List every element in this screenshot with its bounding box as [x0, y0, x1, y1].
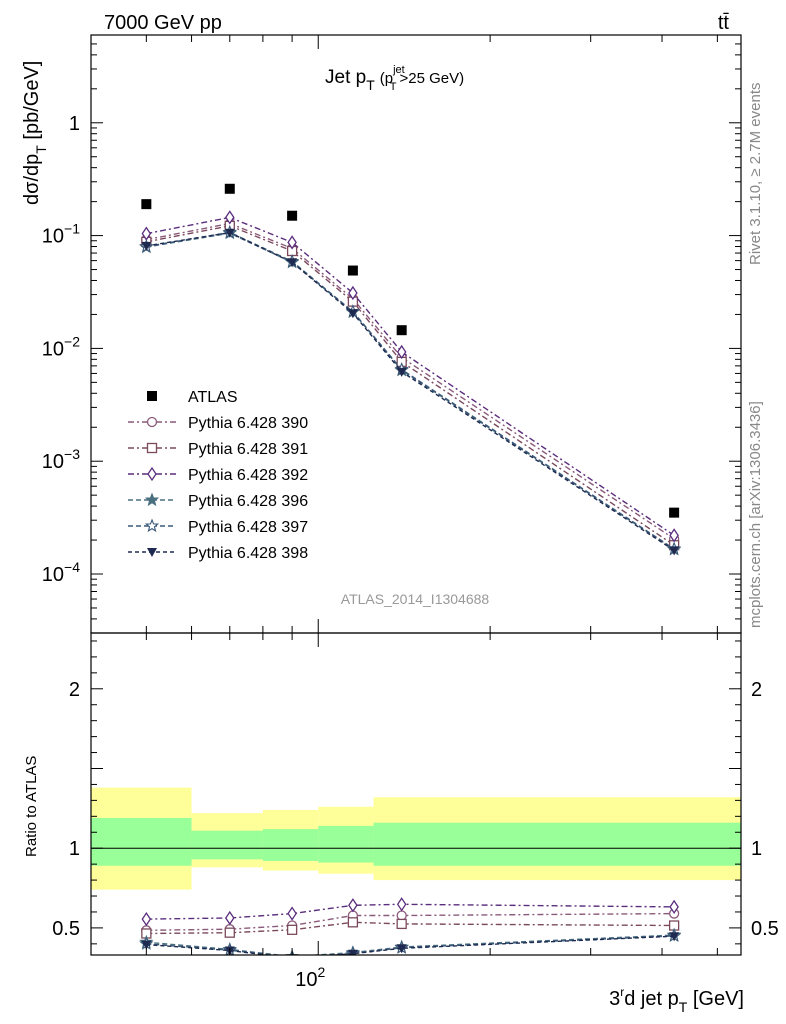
ratio-point-pythia-6-428-398	[396, 944, 407, 954]
ratio-axis-ticks: 0.5 0.5 1 1 2 2 102	[52, 633, 779, 991]
main-y-axis-label: dσ/dpT [pb/GeV]	[21, 61, 49, 205]
data-point-pythia-6-428-398	[396, 367, 407, 377]
y-tick-label: 10−2	[42, 333, 80, 360]
data-point-pythia-6-428-392	[287, 235, 297, 250]
ratio-line-pythia-6-428-396	[146, 934, 675, 955]
ratio-y-tick-label-right: 2	[751, 679, 762, 701]
ratio-y-tick-label: 2	[69, 679, 80, 701]
legend-label-pythia-6-428-390: Pythia 6.428 390	[188, 415, 308, 432]
legend: ATLAS Pythia 6.428 390 Pythia 6.428 391 Pyt…	[128, 389, 308, 562]
main-plot-content	[139, 183, 682, 556]
series-line-pythia-6-428-398	[146, 231, 675, 551]
y-tick-label: 1	[69, 113, 80, 135]
series-line-pythia-6-428-397	[146, 231, 675, 550]
main-plot-panel: 1 10−1 10−2 10−3 10−4 Jet pT (pjet T >25 GeV) d…	[21, 34, 742, 634]
legend-marker-pythia-6-428-390	[146, 416, 158, 428]
y-tick-label: 10−3	[42, 446, 80, 473]
ratio-point-pythia-6-428-392	[348, 898, 358, 913]
data-point-pythia-6-428-392	[669, 528, 679, 543]
data-point-pythia-6-428-392	[348, 285, 358, 301]
legend-label-atlas: ATLAS	[188, 389, 238, 406]
ratio-y-axis-label: Ratio to ATLAS	[23, 756, 40, 857]
ratio-point-pythia-6-428-398	[141, 940, 152, 950]
ratio-point-pythia-6-428-391	[286, 924, 298, 935]
data-point-atlas	[224, 183, 235, 194]
legend-marker-atlas	[147, 391, 157, 401]
mcplots-label: mcplots.cern.ch [arXiv:1306.3436]	[747, 401, 764, 628]
series-line-pythia-6-428-390	[146, 222, 675, 540]
data-point-atlas	[396, 325, 407, 336]
legend-label-pythia-6-428-391: Pythia 6.428 391	[188, 441, 308, 458]
ratio-series	[139, 897, 682, 955]
data-point-atlas	[141, 199, 152, 210]
legend-label-pythia-6-428-396: Pythia 6.428 396	[188, 493, 308, 510]
legend-marker-pythia-6-428-392	[147, 466, 157, 482]
legend-label-pythia-6-428-397: Pythia 6.428 397	[188, 519, 308, 536]
ratio-y-tick-label: 0.5	[52, 918, 80, 940]
ratio-y-tick-label-right: 1	[751, 838, 762, 860]
data-point-pythia-6-428-392	[224, 210, 235, 225]
data-point-pythia-6-428-392	[396, 344, 407, 360]
data-point-pythia-6-428-398	[669, 546, 680, 556]
uncertainty-band-inner	[373, 822, 741, 866]
legend-marker-pythia-6-428-398	[147, 548, 157, 557]
data-point-atlas	[287, 210, 298, 221]
ratio-point-pythia-6-428-398	[347, 949, 358, 955]
ratio-point-pythia-6-428-392	[287, 906, 297, 921]
ratio-point-pythia-6-428-392	[669, 899, 679, 915]
analysis-watermark: ATLAS_2014_I1304688	[341, 591, 490, 607]
rivet-label: Rivet 3.1.10, ≥ 2.7M events	[747, 83, 764, 266]
ratio-plot-frame	[90, 632, 742, 956]
uncertainty-band-inner	[318, 825, 374, 863]
ratio-plot-panel: 0.5 0.5 1 1 2 2 102 Ratio to ATLAS	[23, 632, 779, 991]
series-line-pythia-6-428-392	[146, 216, 675, 536]
data-point-pythia-6-428-398	[287, 258, 298, 268]
y-tick-label: 10−4	[42, 559, 80, 586]
series-line-pythia-6-428-391	[146, 225, 675, 546]
collision-label: 7000 GeV pp	[104, 12, 222, 34]
ratio-line-pythia-6-428-398	[146, 935, 675, 955]
uncertainty-band-inner	[262, 829, 319, 861]
data-point-pythia-6-428-398	[347, 309, 358, 319]
ratio-point-pythia-6-428-391	[396, 918, 407, 930]
main-title: Jet pT (pjet T >25 GeV)	[325, 64, 464, 93]
data-point-atlas	[347, 265, 358, 276]
legend-label-pythia-6-428-398: Pythia 6.428 398	[188, 545, 308, 562]
legend-marker-pythia-6-428-396	[144, 492, 160, 507]
data-point-pythia-6-428-398	[224, 228, 235, 238]
legend-marker-pythia-6-428-397	[144, 518, 160, 533]
ratio-point-pythia-6-428-391	[347, 917, 359, 928]
y-tick-label: 10−1	[42, 221, 80, 248]
uncertainty-band-inner	[91, 817, 192, 866]
ratio-point-pythia-6-428-392	[224, 910, 235, 926]
legend-label-pythia-6-428-392: Pythia 6.428 392	[188, 467, 308, 484]
ratio-y-tick-label-right: 0.5	[751, 918, 779, 940]
ratio-plot-content	[91, 787, 741, 955]
ratio-point-pythia-6-428-398	[669, 932, 680, 942]
x-axis-label: 3rd jet pT [GeV]	[609, 985, 744, 1015]
ratio-y-tick-label: 1	[69, 838, 80, 860]
legend-marker-pythia-6-428-391	[146, 442, 158, 454]
data-point-atlas	[669, 507, 680, 518]
x-tick-label: 102	[295, 964, 325, 991]
ratio-point-pythia-6-428-390	[396, 910, 407, 921]
main-plot-frame	[90, 34, 742, 634]
process-label: tt̄	[718, 12, 730, 34]
ratio-point-pythia-6-428-391	[224, 927, 235, 938]
data-point-pythia-6-428-398	[141, 241, 152, 251]
ratio-line-pythia-6-428-392	[146, 903, 675, 920]
main-axis-ticks: 1 10−1 10−2 10−3 10−4	[42, 34, 741, 634]
ratio-point-pythia-6-428-392	[396, 897, 407, 912]
ratio-point-pythia-6-428-392	[141, 911, 152, 927]
uncertainty-band-inner	[191, 830, 263, 860]
